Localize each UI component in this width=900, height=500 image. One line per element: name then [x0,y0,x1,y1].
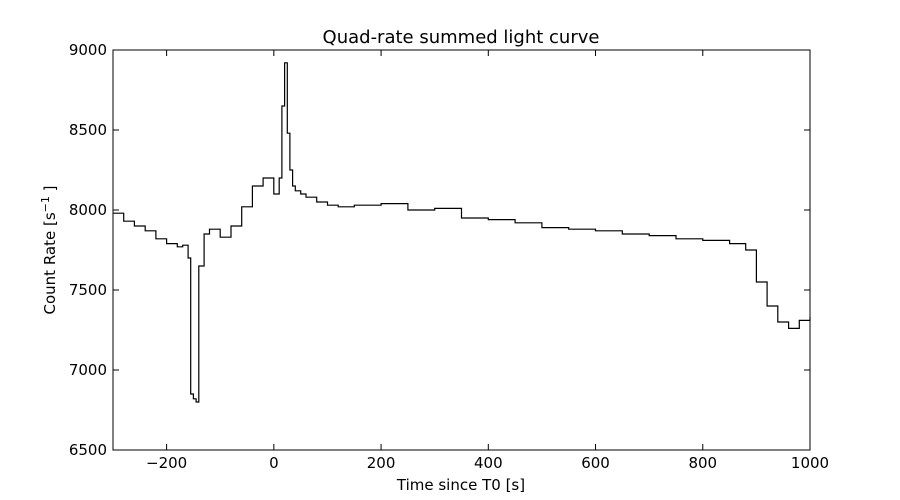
plot-frame [112,49,811,451]
y-axis-title-main: Count Rate [s [41,212,59,314]
x-tick-label: −200 [146,454,187,472]
x-tick-label: 0 [269,454,279,472]
x-axis-title: Time since T0 [s] [396,476,525,494]
plot-layer [113,62,811,403]
y-axis: 6500 7000 7500 8000 8500 9000 [69,41,810,459]
y-tick-label: 8000 [69,201,107,219]
x-axis: −200 0 200 400 600 800 1000 [146,50,829,472]
y-axis-title: Count Rate [s−1 ] [39,186,59,315]
x-tick-label: 800 [688,454,717,472]
y-tick-label: 8500 [69,121,107,139]
y-tick-label: 9000 [69,41,107,59]
chart-title: Quad-rate summed light curve [323,27,600,48]
y-axis-title-suffix: ] [41,186,59,197]
series-line-0 [113,62,811,403]
x-tick-label: 200 [367,454,396,472]
y-tick-label: 7500 [69,281,107,299]
x-tick-label: 600 [581,454,610,472]
x-tick-label: 400 [474,454,503,472]
y-tick-label: 7000 [69,361,107,379]
y-axis-title-exponent: −1 [39,196,52,212]
x-tick-label: 1000 [791,454,829,472]
y-tick-label: 6500 [69,441,107,459]
